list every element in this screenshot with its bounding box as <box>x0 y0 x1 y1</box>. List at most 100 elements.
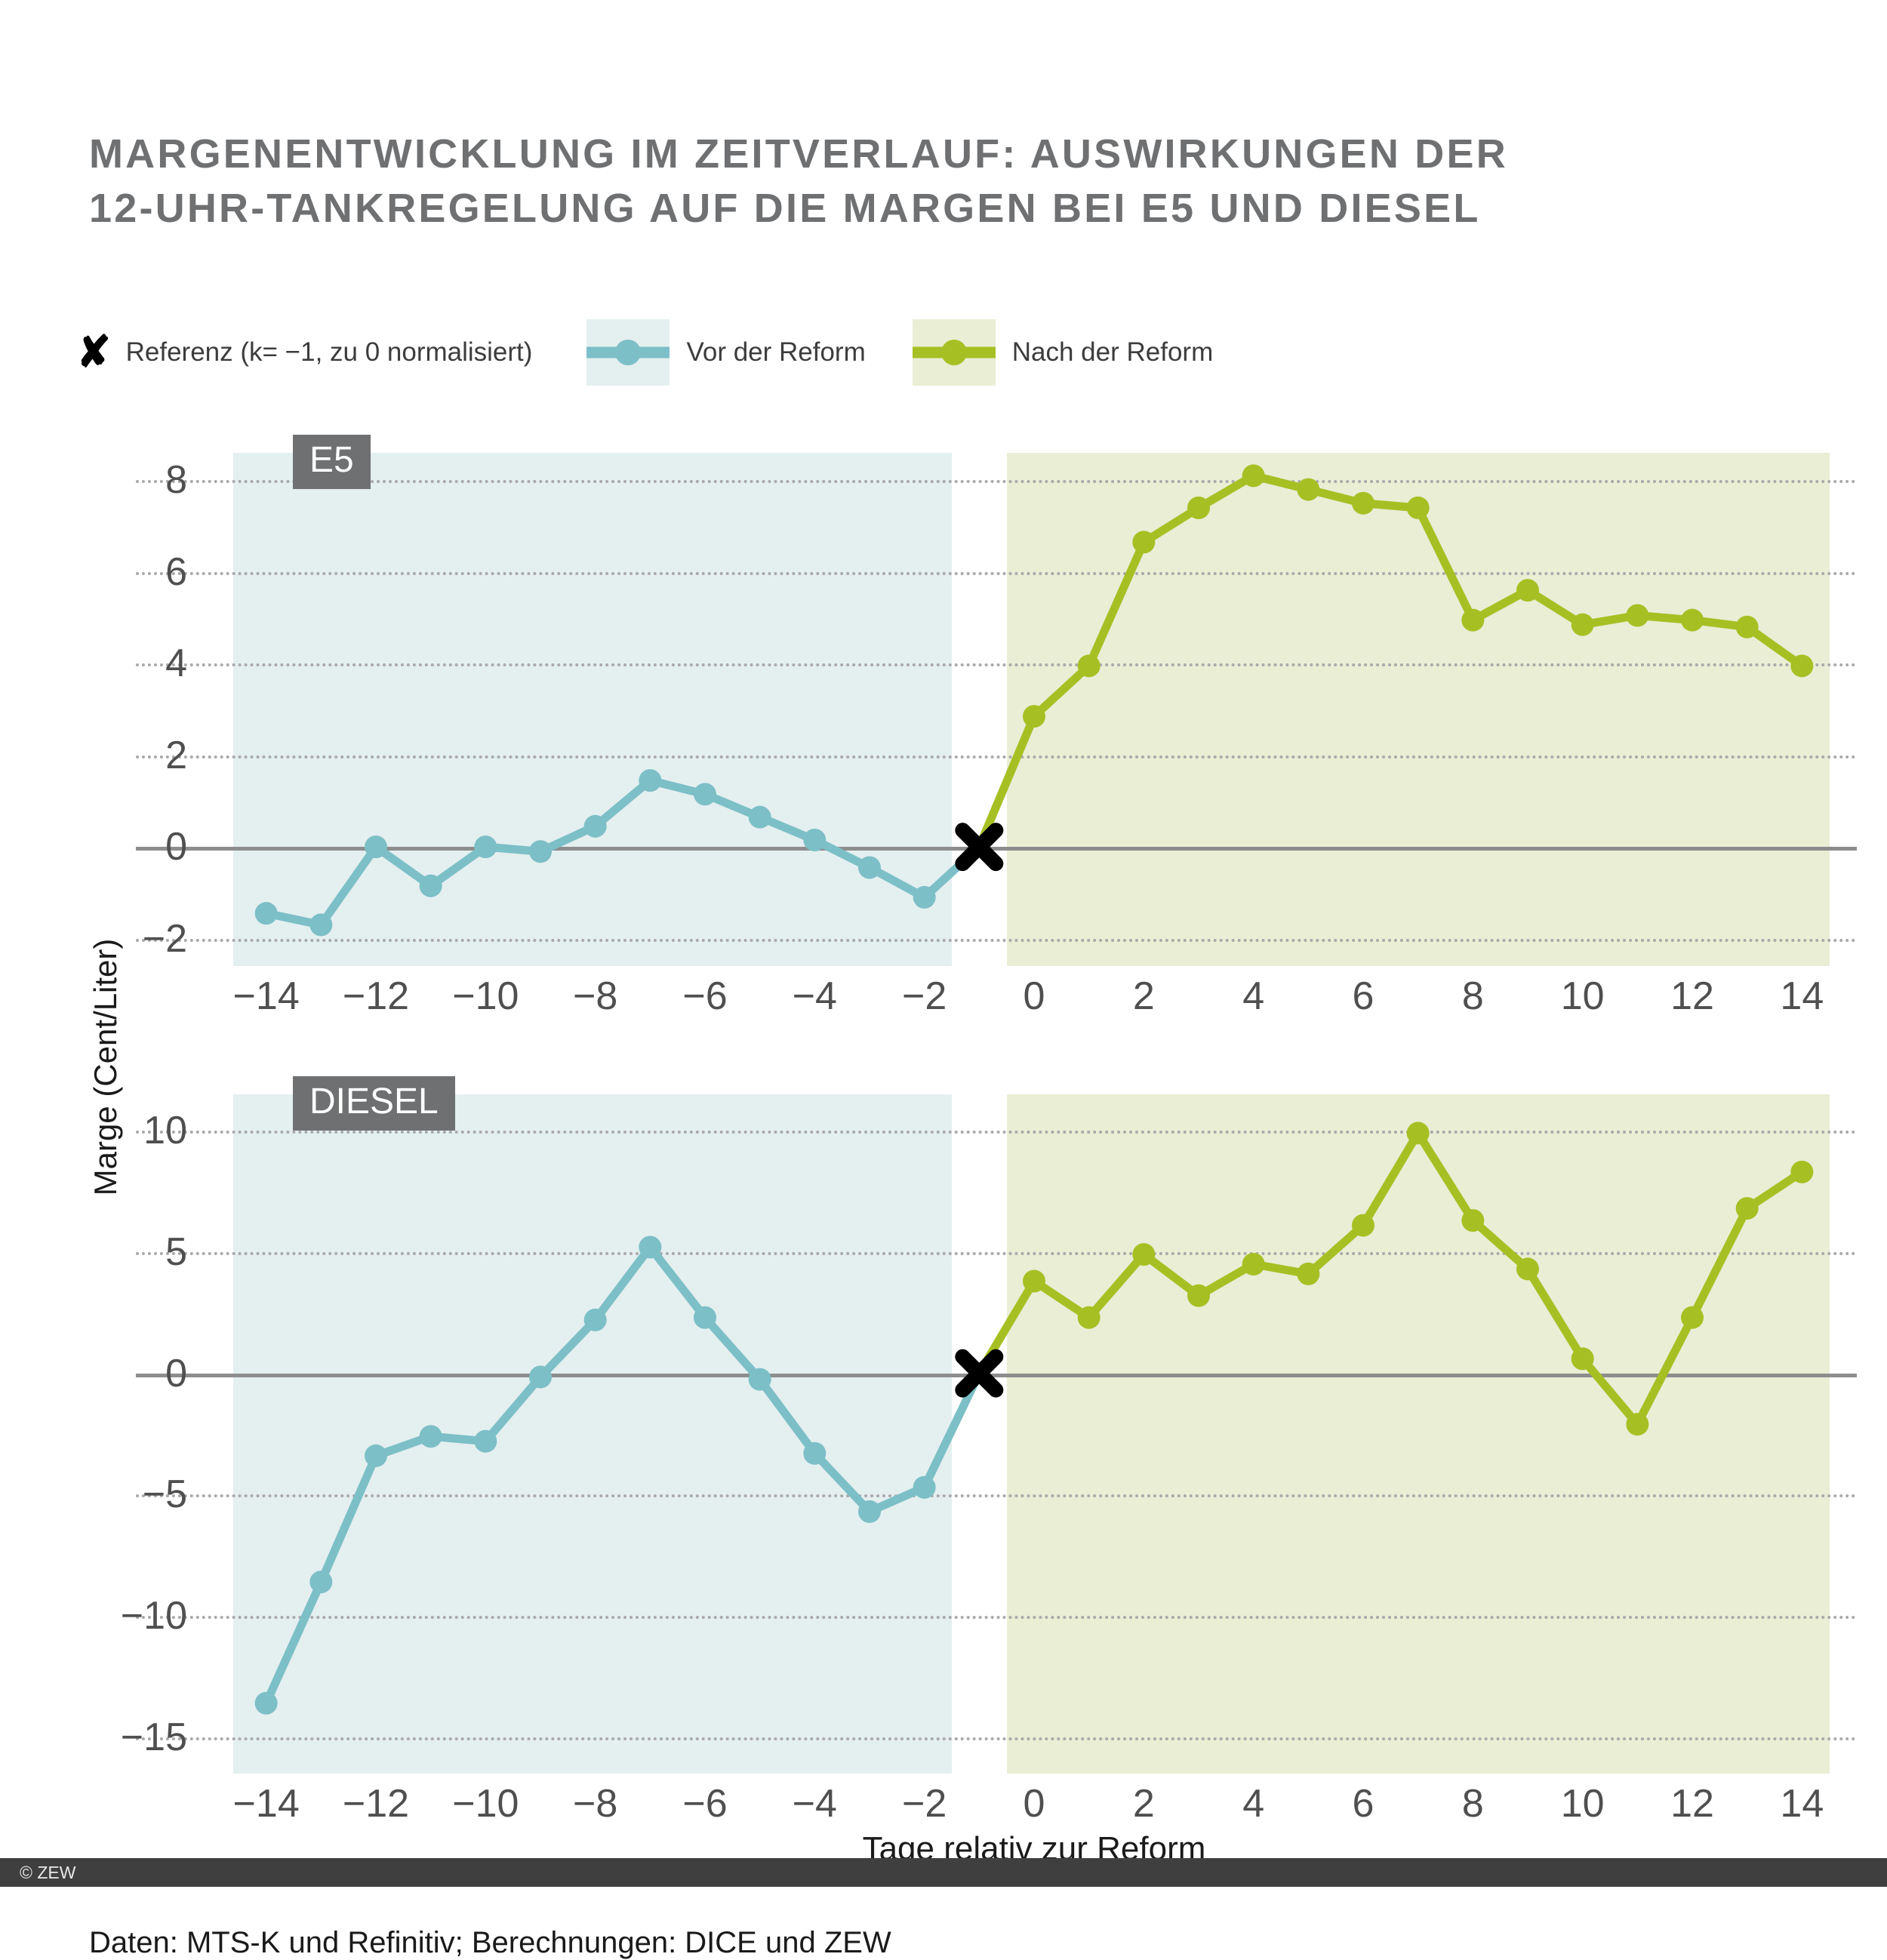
y-axis-tick-label: 4 <box>165 642 187 686</box>
x-axis-tick-label: −12 <box>342 974 410 1018</box>
x-axis-tick-label: −4 <box>792 974 837 1018</box>
series-line <box>974 471 1806 851</box>
data-point <box>1735 615 1759 638</box>
data-point <box>913 1475 936 1499</box>
data-point <box>1352 1214 1374 1237</box>
page-title: MARGENENTWICKLUNG IM ZEITVERLAUF: AUSWIR… <box>89 127 1787 236</box>
data-point <box>309 1571 333 1594</box>
zero-line <box>136 847 1857 851</box>
band-post-reform <box>1006 1094 1830 1774</box>
data-point <box>1023 705 1045 728</box>
data-point <box>1242 464 1265 488</box>
data-point <box>1406 496 1430 519</box>
data-point <box>1626 1413 1649 1436</box>
x-axis-tick-label: 12 <box>1670 974 1714 1018</box>
chart-panel-e5: −2 0 2 4 6 8 E5 <box>136 435 1857 966</box>
data-point <box>639 769 662 792</box>
x-axis-ticks-diesel: −14 −12 −10 −8 −6 −4 −2 0 2 4 6 8 10 12 14 <box>211 1781 1857 1834</box>
x-axis-tick-label: 10 <box>1560 974 1605 1018</box>
title-line-2: 12-UHR-TANKREGELUNG AUF DIE MARGEN BEI E… <box>89 186 1481 232</box>
x-axis-tick-label: 8 <box>1461 974 1484 1018</box>
x-axis-tick-label: 14 <box>1780 974 1824 1018</box>
data-point <box>254 902 278 925</box>
data-point <box>913 885 936 909</box>
x-axis-tick-label: 4 <box>1242 1782 1265 1826</box>
data-point <box>1297 478 1320 501</box>
gridline <box>136 1616 1857 1620</box>
y-axis-tick-label: 0 <box>165 1351 187 1395</box>
gridline <box>136 480 1857 484</box>
x-axis-tick-label: 0 <box>1023 1782 1045 1826</box>
legend-label-reference: Referenz (k= −1, zu 0 normalisiert) <box>125 337 533 367</box>
gridline <box>136 1737 1857 1740</box>
gridline <box>136 571 1857 575</box>
y-axis-tick-label: −2 <box>142 916 187 961</box>
data-point <box>419 874 442 897</box>
x-axis-tick-label: −2 <box>902 974 947 1018</box>
data-point <box>1461 608 1485 632</box>
panel-badge-diesel: DIESEL <box>293 1076 455 1131</box>
data-point <box>1132 531 1156 554</box>
reference-cross-marker <box>955 1349 1004 1398</box>
reference-cross-marker <box>955 823 1004 872</box>
data-point <box>1735 1197 1759 1220</box>
x-axis-tick-label: −8 <box>573 1782 618 1826</box>
title-line-1: MARGENENTWICKLUNG IM ZEITVERLAUF: AUSWIR… <box>89 131 1508 177</box>
series-line <box>262 1243 984 1708</box>
plot-area-diesel: −15 −10 −5 0 5 10 <box>121 1094 1857 1774</box>
data-point <box>1023 1269 1045 1293</box>
legend-dot-post <box>940 340 967 365</box>
x-axis-tick-label: 4 <box>1242 974 1265 1018</box>
data-point <box>1187 1284 1210 1307</box>
data-point <box>1516 579 1539 602</box>
data-point <box>748 1368 771 1391</box>
data-point <box>529 840 552 863</box>
y-axis-tick-label: 6 <box>165 549 187 594</box>
y-axis-tick-label: 0 <box>165 825 187 869</box>
data-point <box>309 913 333 937</box>
gridline <box>136 663 1857 667</box>
x-axis-tick-label: 2 <box>1132 1782 1155 1826</box>
data-point <box>474 835 497 859</box>
x-axis-tick-label: −14 <box>232 1782 300 1826</box>
data-point <box>1187 496 1210 519</box>
legend-swatch-pre-reform <box>586 319 670 386</box>
data-point <box>1516 1257 1539 1281</box>
data-point <box>748 805 771 829</box>
data-point <box>1077 1306 1100 1329</box>
cross-marker-icon: ✘ <box>76 328 111 377</box>
data-point <box>639 1235 662 1259</box>
data-point <box>365 1444 387 1467</box>
x-axis-tick-label: −4 <box>792 1782 837 1826</box>
data-point <box>858 856 881 879</box>
data-point <box>1681 608 1704 632</box>
x-axis-tick-label: −2 <box>902 1782 947 1826</box>
data-point <box>583 814 607 838</box>
panel-badge-e5: E5 <box>293 435 371 489</box>
series-layer <box>254 1122 1814 1715</box>
x-axis-tick-label: 12 <box>1670 1782 1714 1826</box>
data-point <box>1406 1122 1430 1145</box>
data-point <box>1352 491 1374 515</box>
gridline <box>136 1251 1857 1255</box>
legend-item-pre-reform: Vor der Reform <box>586 319 866 386</box>
data-point <box>694 783 716 806</box>
plot-area-e5: −2 0 2 4 6 8 <box>136 453 1857 966</box>
series-layer <box>254 464 1814 937</box>
data-point <box>474 1429 497 1453</box>
x-axis-tick-label: −10 <box>452 1782 519 1826</box>
data-point <box>803 1442 827 1465</box>
chart-legend: ✘ Referenz (k= −1, zu 0 normalisiert) Vo… <box>75 319 1214 386</box>
x-axis-tick-label: 2 <box>1132 974 1155 1018</box>
data-point <box>365 835 387 859</box>
legend-item-reference: ✘ Referenz (k= −1, zu 0 normalisiert) <box>75 330 532 375</box>
data-point <box>1681 1306 1704 1329</box>
data-point <box>1790 654 1814 678</box>
x-axis-tick-label: −14 <box>232 974 300 1018</box>
x-axis-tick-label: −6 <box>682 1782 728 1826</box>
legend-label-post-reform: Nach der Reform <box>1011 337 1214 367</box>
data-point <box>254 1691 278 1715</box>
y-axis-tick-label: 10 <box>143 1109 187 1153</box>
x-axis-tick-label: −12 <box>342 1782 410 1826</box>
footer-bar: © ZEW <box>0 1858 1887 1887</box>
